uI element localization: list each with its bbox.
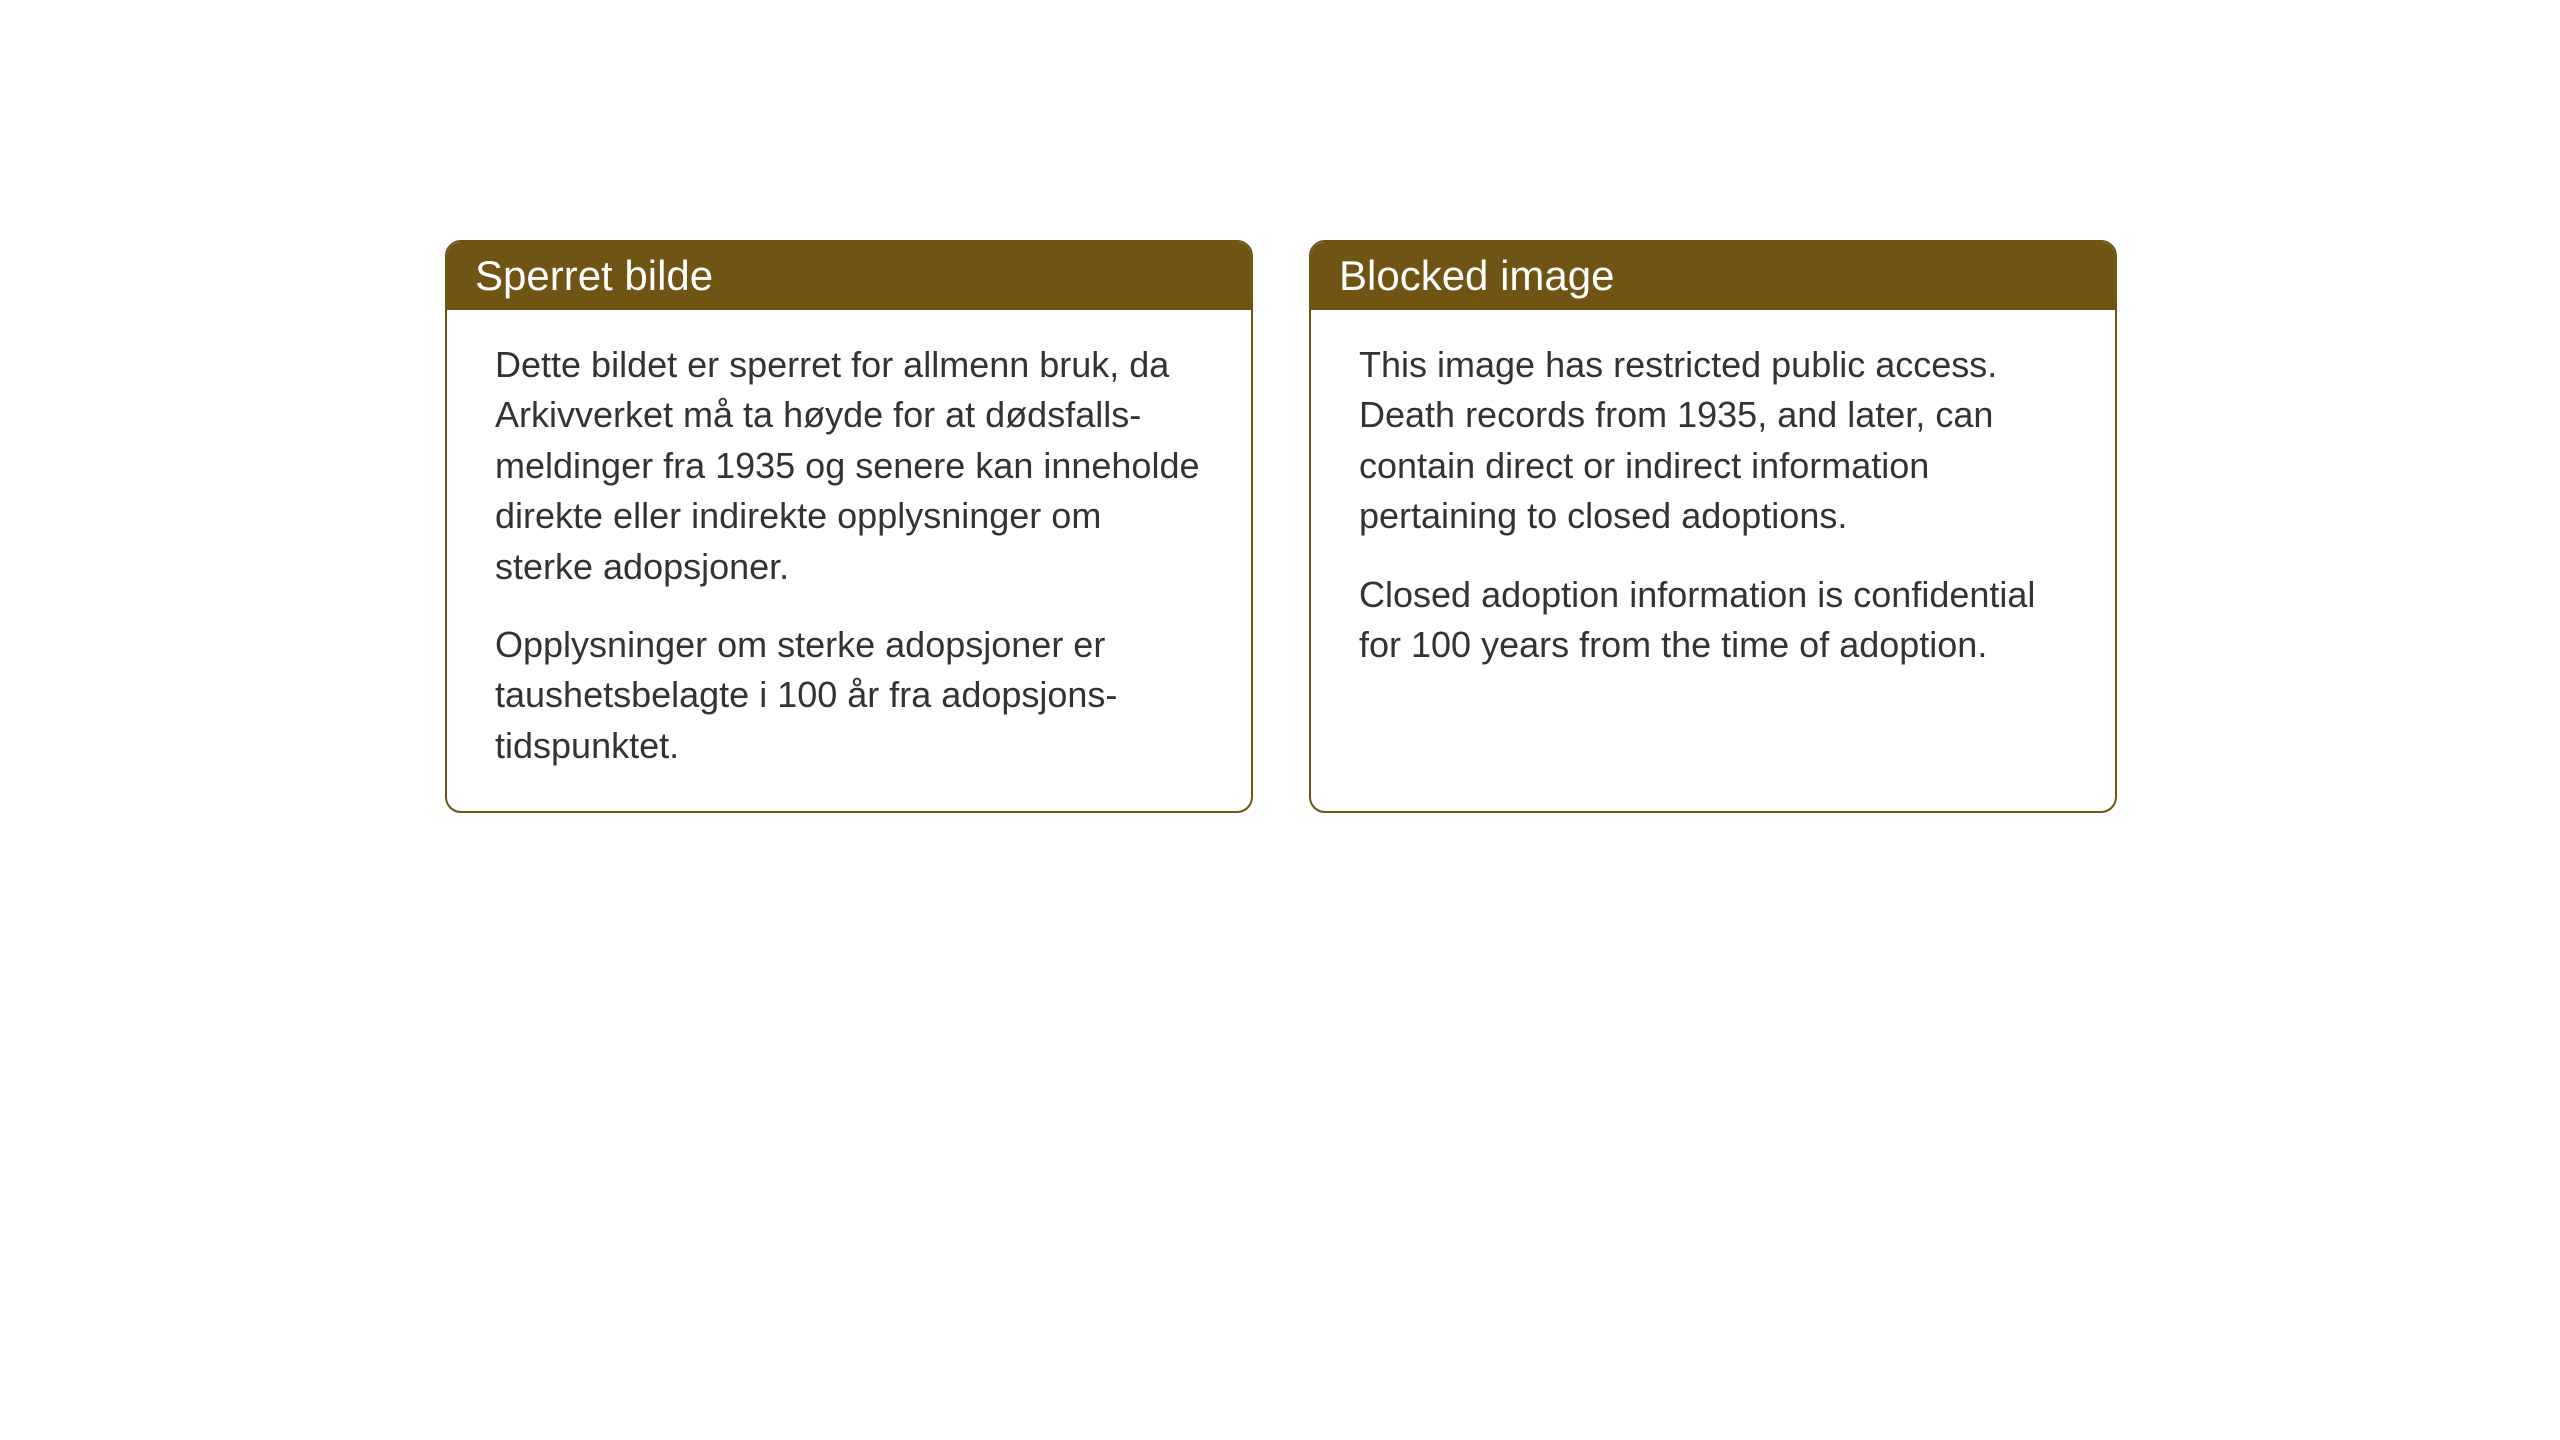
notice-card-norwegian: Sperret bilde Dette bildet er sperret fo… (445, 240, 1253, 813)
notice-cards-container: Sperret bilde Dette bildet er sperret fo… (445, 240, 2117, 813)
card-header-norwegian: Sperret bilde (447, 242, 1251, 310)
card-body-norwegian: Dette bildet er sperret for allmenn bruk… (447, 310, 1251, 811)
card-paragraph: Dette bildet er sperret for allmenn bruk… (495, 340, 1203, 592)
card-paragraph: Closed adoption information is confident… (1359, 570, 2067, 671)
card-paragraph: This image has restricted public access.… (1359, 340, 2067, 542)
notice-card-english: Blocked image This image has restricted … (1309, 240, 2117, 813)
card-body-english: This image has restricted public access.… (1311, 310, 2115, 710)
card-header-english: Blocked image (1311, 242, 2115, 310)
card-paragraph: Opplysninger om sterke adopsjoner er tau… (495, 620, 1203, 771)
